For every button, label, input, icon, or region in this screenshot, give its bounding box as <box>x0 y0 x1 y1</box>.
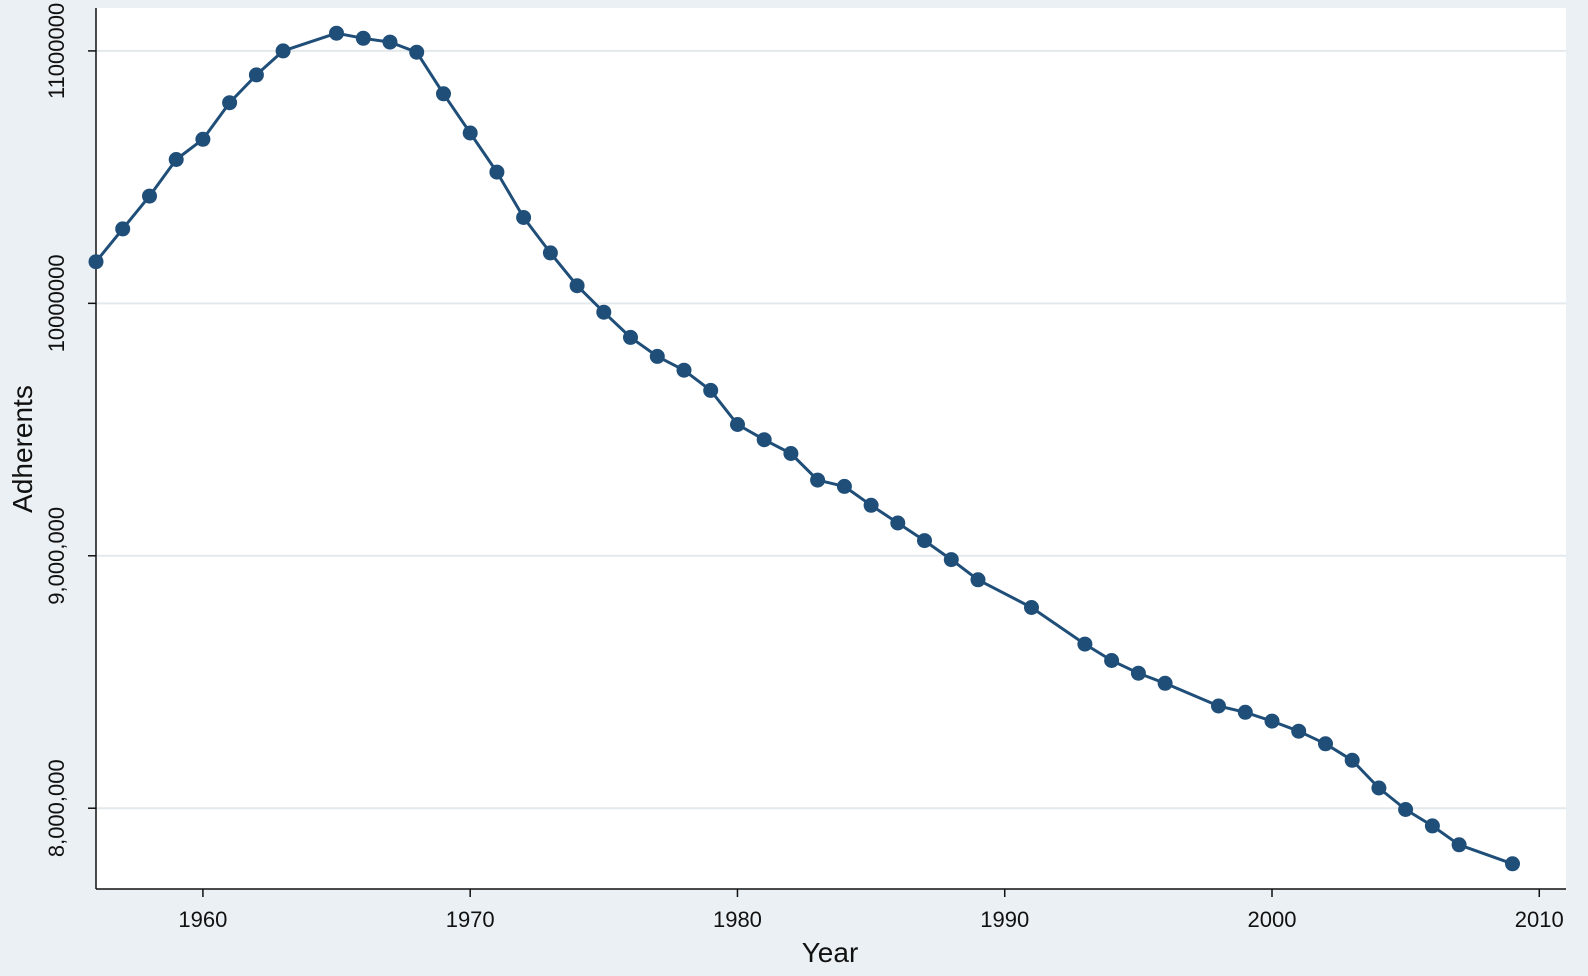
y-tick-label: 8,000,000 <box>44 759 69 857</box>
y-tick-label: 11000000 <box>44 3 69 99</box>
data-point <box>1024 600 1039 615</box>
data-point <box>970 572 986 588</box>
data-point <box>917 533 932 549</box>
data-point <box>1157 675 1173 691</box>
data-point <box>676 362 692 378</box>
data-point <box>168 152 184 167</box>
tick-labels: 8,000,000 9,000,000 10000000 11000000 1960 19… <box>44 3 1564 932</box>
x-tick-label: 1980 <box>713 907 762 932</box>
x-tick-label: 2010 <box>1515 907 1564 932</box>
gridlines <box>96 49 1566 810</box>
data-point <box>1291 723 1307 739</box>
data-point <box>195 131 211 147</box>
data-point <box>516 210 532 225</box>
data-point <box>1344 752 1360 768</box>
data-point <box>1371 780 1387 796</box>
data-point <box>489 164 505 180</box>
data-point <box>649 348 665 364</box>
data-point <box>1237 704 1253 720</box>
data-point <box>1424 818 1440 834</box>
y-tick-label: 10000000 <box>44 254 69 352</box>
data-point <box>542 245 558 261</box>
data-point <box>382 34 398 50</box>
data-point <box>730 417 745 432</box>
data-point <box>329 25 344 41</box>
y-axis-title: Adherents <box>7 385 38 513</box>
data-point <box>1318 736 1333 752</box>
data-point <box>863 497 879 513</box>
data-point <box>355 30 371 46</box>
data-point <box>1211 698 1226 714</box>
data-point <box>275 43 291 59</box>
data-point <box>1451 837 1467 853</box>
data-point <box>436 86 451 102</box>
data-point <box>248 67 264 83</box>
data-point <box>409 44 425 60</box>
data-series <box>88 25 1520 872</box>
data-point <box>1264 713 1280 729</box>
x-tick-label: 1990 <box>980 907 1029 932</box>
x-tick-label: 2000 <box>1248 907 1297 932</box>
y-tick-label: 9,000,000 <box>44 507 69 605</box>
data-point <box>462 125 478 141</box>
x-tick-label: 1970 <box>446 907 495 932</box>
data-point <box>1077 636 1093 652</box>
axes <box>88 8 1566 897</box>
data-point <box>1130 665 1146 681</box>
data-point <box>115 221 131 237</box>
x-axis-title: Year <box>802 937 859 968</box>
data-point <box>1104 653 1120 668</box>
data-point <box>623 329 638 345</box>
data-point <box>756 432 772 448</box>
data-point <box>703 382 719 398</box>
data-point <box>1505 856 1520 872</box>
data-point <box>836 478 852 494</box>
data-point <box>142 188 157 204</box>
data-point <box>596 304 612 320</box>
data-point <box>943 552 959 568</box>
data-point <box>1398 802 1414 817</box>
data-point <box>810 472 826 488</box>
x-tick-label: 1960 <box>178 907 227 932</box>
data-point <box>569 278 585 294</box>
data-point <box>88 254 104 270</box>
data-point <box>783 446 799 461</box>
data-point <box>890 515 906 531</box>
data-point <box>222 95 238 111</box>
